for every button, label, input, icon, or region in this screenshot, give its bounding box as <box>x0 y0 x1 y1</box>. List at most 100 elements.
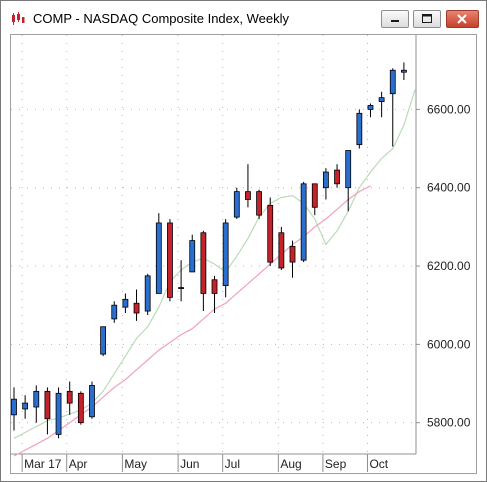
candle-body-down <box>66 390 73 404</box>
candle-body-up <box>233 191 240 218</box>
candle[interactable] <box>267 197 274 267</box>
time-tick-label: May <box>124 457 147 471</box>
candle[interactable] <box>122 293 129 314</box>
grid-layer <box>11 35 420 472</box>
time-tick-label: Jun <box>180 457 199 471</box>
candle-body-down <box>211 279 218 294</box>
candle-body-down <box>200 232 207 294</box>
minimize-icon <box>391 20 399 22</box>
candle-body-up <box>222 222 229 287</box>
candle[interactable] <box>356 109 363 149</box>
candle-body-down <box>167 222 173 298</box>
candle[interactable] <box>77 391 84 425</box>
candle[interactable] <box>233 187 240 220</box>
candle-body-down <box>289 246 296 263</box>
candle[interactable] <box>222 219 229 298</box>
price-tick-label: 5800.00 <box>427 416 471 430</box>
price-tick-label: 6200.00 <box>427 259 471 273</box>
title-bar[interactable]: COMP - NASDAQ Composite Index, Weekly <box>1 1 486 35</box>
candle-body-up <box>345 150 352 189</box>
candle[interactable] <box>400 62 407 81</box>
time-axis-labels: Mar 17 Apr May Jun Jul Aug Sep Oct <box>24 457 389 471</box>
candle-body-up <box>178 287 185 289</box>
candle[interactable] <box>178 260 185 302</box>
candle-body-down <box>278 232 285 269</box>
candle-body-up <box>356 112 363 146</box>
candlestick-app-icon <box>12 12 25 25</box>
candle[interactable] <box>367 103 374 118</box>
candle-body-up <box>378 97 385 102</box>
candle[interactable] <box>378 91 385 118</box>
candle-body-down <box>245 191 251 200</box>
price-chart[interactable]: 5800.00 6000.00 6200.00 6400.00 6600.00 Mar … <box>10 34 477 474</box>
candle[interactable] <box>189 234 196 273</box>
candle-body-down <box>133 302 140 314</box>
time-tick-label: Mar 17 <box>24 457 62 471</box>
maximize-icon <box>422 14 432 23</box>
candle-body-up <box>33 390 40 408</box>
candle[interactable] <box>66 381 73 415</box>
candle[interactable] <box>200 230 207 312</box>
candle[interactable] <box>323 168 329 200</box>
moving-averages <box>13 89 416 457</box>
candle[interactable] <box>111 301 118 323</box>
candle[interactable] <box>334 164 340 188</box>
candle-body-up <box>22 402 29 410</box>
price-tick-label: 6400.00 <box>427 181 471 195</box>
candle[interactable] <box>144 273 151 315</box>
price-axis-labels: 5800.00 6000.00 6200.00 6400.00 6600.00 <box>427 102 471 429</box>
candle[interactable] <box>278 226 285 270</box>
candle[interactable] <box>345 150 352 212</box>
candle-body-up <box>323 171 329 189</box>
candle-body-down <box>256 191 262 216</box>
price-tick-label: 6000.00 <box>427 337 471 351</box>
candle-body-up <box>111 304 118 320</box>
time-tick-label: Oct <box>369 457 388 471</box>
candle-body-down <box>311 183 318 208</box>
candle[interactable] <box>22 395 29 419</box>
candle-body-up <box>189 240 196 273</box>
candle[interactable] <box>44 387 51 435</box>
candle[interactable] <box>11 387 17 431</box>
candle-body-up <box>89 385 95 418</box>
candle-body-up <box>367 105 374 110</box>
candle[interactable] <box>100 326 107 357</box>
candle[interactable] <box>55 387 62 439</box>
candle-body-up <box>122 298 129 308</box>
candle-body-down <box>267 204 274 263</box>
candle[interactable] <box>89 381 95 419</box>
minimize-button[interactable] <box>381 10 409 28</box>
candles <box>11 62 407 439</box>
candle[interactable] <box>300 181 307 263</box>
candle-body-up <box>11 398 17 416</box>
time-tick-label: Apr <box>69 457 88 471</box>
maximize-button[interactable] <box>413 10 441 28</box>
candle[interactable] <box>211 275 218 314</box>
candle[interactable] <box>245 164 251 208</box>
time-tick-label: Aug <box>280 457 301 471</box>
candle[interactable] <box>133 289 140 321</box>
candle[interactable] <box>311 183 318 216</box>
candle-body-up <box>100 326 107 355</box>
time-tick-label: Jul <box>225 457 240 471</box>
candle-body-up <box>400 69 407 73</box>
price-tick-label: 6600.00 <box>427 102 471 116</box>
close-icon <box>457 14 467 24</box>
candle-body-up <box>389 69 396 95</box>
candle[interactable] <box>33 385 40 423</box>
close-button[interactable] <box>446 10 479 28</box>
candle-body-up <box>55 392 62 435</box>
candle[interactable] <box>167 219 173 302</box>
candle-body-down <box>44 390 51 420</box>
candle[interactable] <box>289 240 296 278</box>
window-title: COMP - NASDAQ Composite Index, Weekly <box>33 11 289 26</box>
candle-body-up <box>155 222 162 294</box>
moving-average-short <box>13 89 416 439</box>
chart-canvas[interactable]: 5800.00 6000.00 6200.00 6400.00 6600.00 Mar … <box>11 35 476 473</box>
candle[interactable] <box>155 213 162 294</box>
candle[interactable] <box>256 189 262 220</box>
time-tick-label: Sep <box>325 457 347 471</box>
candle-body-up <box>144 275 151 312</box>
candle[interactable] <box>389 68 396 147</box>
